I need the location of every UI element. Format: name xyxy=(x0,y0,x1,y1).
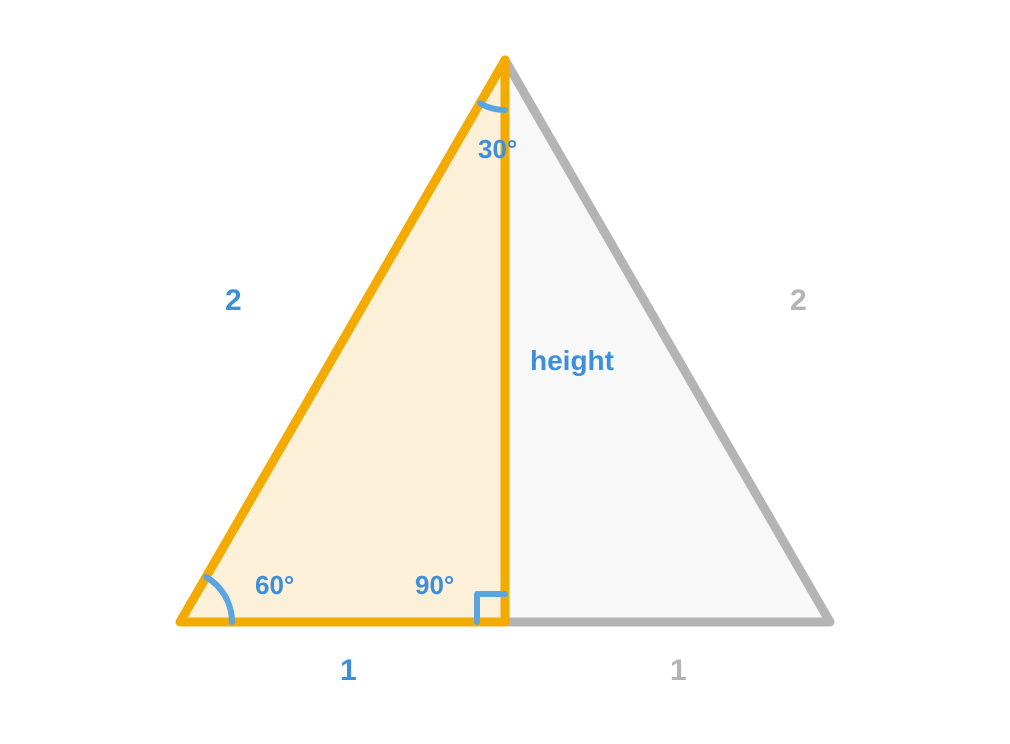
label-angle-30: 30° xyxy=(478,134,517,164)
label-right-side: 2 xyxy=(790,284,807,317)
label-angle-60: 60° xyxy=(255,570,294,600)
label-angle-90: 90° xyxy=(415,570,454,600)
right-half-triangle xyxy=(505,60,830,622)
label-height: height xyxy=(530,345,614,376)
left-half-triangle xyxy=(180,60,505,622)
label-right-base: 1 xyxy=(670,654,687,687)
label-left-side: 2 xyxy=(225,284,242,317)
label-left-base: 1 xyxy=(340,654,357,687)
triangle-diagram: 2 2 1 1 height 30° 60° 90° xyxy=(0,0,1010,744)
